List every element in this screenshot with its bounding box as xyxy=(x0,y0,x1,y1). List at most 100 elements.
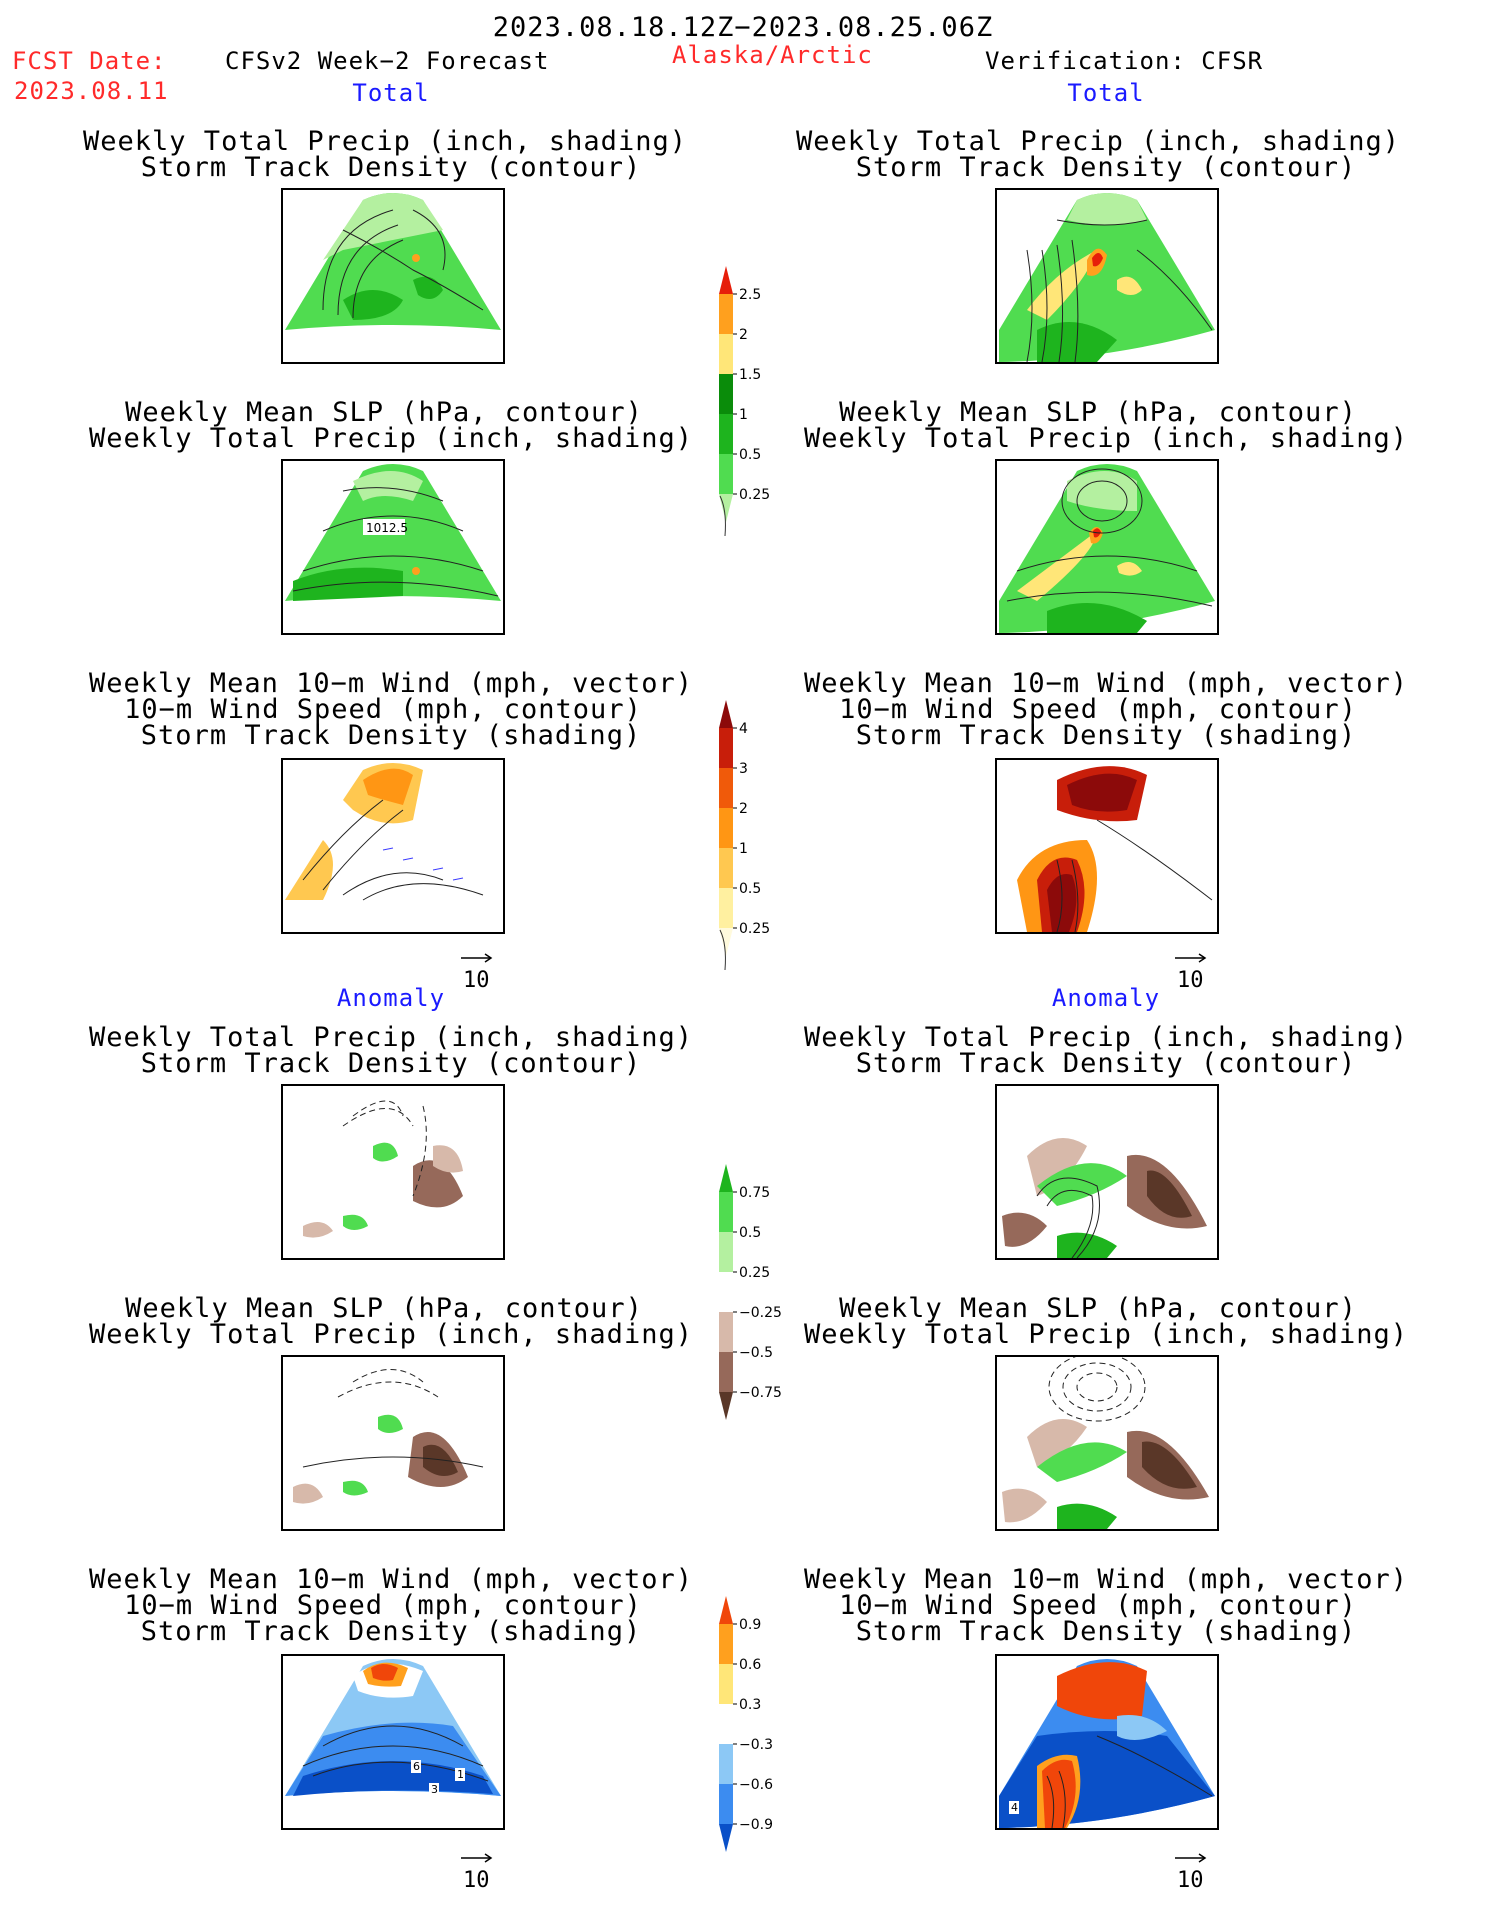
section-anomaly-right: Anomaly xyxy=(1051,984,1161,1012)
model-label: CFSv2 Week−2 Forecast xyxy=(225,47,550,75)
colorbar-tail-line xyxy=(719,929,726,971)
region-label: Alaska/Arctic xyxy=(672,41,873,69)
title-l3-a: Weekly Mean 10−m Wind (mph, vector) xyxy=(89,668,693,699)
colorbar-precip-anomaly: −0.75 −0.5 −0.25 0.25 0.5 0.75 xyxy=(715,1164,805,1454)
section-total-left: Total xyxy=(352,79,430,107)
colorbar-tick-label: 0.75 xyxy=(739,1185,770,1201)
colorbar-tick-label: 1.5 xyxy=(739,367,761,383)
colorbar-tick-label: 0.25 xyxy=(739,487,770,503)
svg-text:1: 1 xyxy=(457,1768,464,1781)
map-wind-storm-anomaly-verification: 4 xyxy=(995,1654,1219,1830)
title-l4-a: Weekly Total Precip (inch, shading) xyxy=(89,1022,693,1053)
arrow-right-icon xyxy=(1175,1853,1207,1863)
colorbar-segment xyxy=(719,808,733,848)
title-r4-a: Weekly Total Precip (inch, shading) xyxy=(804,1022,1408,1053)
colorbar-tick-label: 0.25 xyxy=(739,921,770,937)
fcst-date-value: 2023.08.11 xyxy=(14,77,169,105)
map-wind-storm-anomaly-forecast: 6 1 3 xyxy=(281,1654,505,1830)
colorbar-segment xyxy=(719,1312,733,1352)
colorbar-segment xyxy=(719,1784,733,1824)
slp-contour-label: 1012.5 xyxy=(366,521,408,535)
colorbar-tick-label: −0.6 xyxy=(739,1777,773,1793)
map-precip-storm-verification xyxy=(995,188,1219,364)
map-wind-storm-verification xyxy=(995,758,1219,934)
title-r2-a: Weekly Mean SLP (hPa, contour) xyxy=(839,397,1357,428)
title-r1-a: Weekly Total Precip (inch, shading) xyxy=(796,126,1400,157)
map-slp-precip-verification xyxy=(995,459,1219,635)
colorbar-top-triangle xyxy=(719,266,733,294)
colorbar-tick-label: 0.5 xyxy=(739,881,761,897)
colorbar-segment xyxy=(719,848,733,888)
colorbar-storm-anomaly: −0.9 −0.6 −0.3 0.3 0.6 0.9 xyxy=(715,1596,805,1886)
title-r5-a: Weekly Mean SLP (hPa, contour) xyxy=(839,1293,1357,1324)
section-total-right: Total xyxy=(1067,79,1145,107)
title-r6-b: 10−m Wind Speed (mph, contour) xyxy=(839,1590,1357,1621)
verification-label: Verification: CFSR xyxy=(985,47,1264,75)
title-r4-b: Storm Track Density (contour) xyxy=(855,1048,1357,1079)
colorbar-tick-label: 0.25 xyxy=(739,1265,770,1281)
title-l5-a: Weekly Mean SLP (hPa, contour) xyxy=(125,1293,643,1324)
colorbar-tick-label: 1 xyxy=(739,407,748,423)
title-r6-c: Storm Track Density (shading) xyxy=(855,1616,1357,1647)
colorbar-segment xyxy=(719,1272,733,1312)
title-r3-a: Weekly Mean 10−m Wind (mph, vector) xyxy=(804,668,1408,699)
colorbar-precip-total: 0.25 0.5 1 1.5 2 2.5 xyxy=(715,266,805,556)
title-r3-b: 10−m Wind Speed (mph, contour) xyxy=(839,694,1357,725)
map-precip-storm-anomaly-verification xyxy=(995,1084,1219,1260)
title-l2-b: Weekly Total Precip (inch, shading) xyxy=(89,423,693,454)
colorbar-tick-label: −0.5 xyxy=(739,1345,773,1361)
colorbar-segment xyxy=(719,454,733,494)
svg-text:3: 3 xyxy=(431,1783,438,1796)
colorbar-storm-total: 0.25 0.5 1 2 3 4 xyxy=(715,700,805,990)
colorbar-segment xyxy=(719,294,733,334)
colorbar-tick-label: −0.9 xyxy=(739,1817,773,1833)
map-precip-storm-forecast xyxy=(281,188,505,364)
colorbar-segment xyxy=(719,1624,733,1664)
colorbar-tick-label: 2.5 xyxy=(739,287,761,303)
map-slp-precip-forecast: 1012.5 xyxy=(281,459,505,635)
colorbar-top-triangle xyxy=(719,700,733,728)
colorbar-tick-label: −0.75 xyxy=(739,1385,782,1401)
colorbar-tick-label: −0.25 xyxy=(739,1305,782,1321)
title-r3-c: Storm Track Density (shading) xyxy=(855,720,1357,751)
title-r5-b: Weekly Total Precip (inch, shading) xyxy=(804,1319,1408,1350)
colorbar-segment xyxy=(719,334,733,374)
title-r1-b: Storm Track Density (contour) xyxy=(855,152,1357,183)
title-l4-b: Storm Track Density (contour) xyxy=(140,1048,642,1079)
map-wind-storm-forecast xyxy=(281,758,505,934)
colorbar-tick-label: 2 xyxy=(739,801,748,817)
svg-text:4: 4 xyxy=(1011,1801,1018,1814)
title-l3-c: Storm Track Density (shading) xyxy=(140,720,642,751)
colorbar-tail-line xyxy=(719,495,726,537)
title-l3-b: 10−m Wind Speed (mph, contour) xyxy=(124,694,642,725)
title-r2-b: Weekly Total Precip (inch, shading) xyxy=(804,423,1408,454)
arrow-right-icon xyxy=(461,1853,493,1863)
colorbar-segment xyxy=(719,374,733,414)
colorbar-segment xyxy=(719,1232,733,1272)
colorbar-tick-label: 0.6 xyxy=(739,1657,761,1673)
title-r6-a: Weekly Mean 10−m Wind (mph, vector) xyxy=(804,1564,1408,1595)
colorbar-top-triangle xyxy=(719,1164,733,1192)
title-l5-b: Weekly Total Precip (inch, shading) xyxy=(89,1319,693,1350)
arrow-right-icon xyxy=(1175,953,1207,963)
title-l6-a: Weekly Mean 10−m Wind (mph, vector) xyxy=(89,1564,693,1595)
title-l2-a: Weekly Mean SLP (hPa, contour) xyxy=(125,397,643,428)
colorbar-segment xyxy=(719,414,733,454)
colorbar-tick-label: 0.5 xyxy=(739,1225,761,1241)
title-l1-a: Weekly Total Precip (inch, shading) xyxy=(83,126,687,157)
colorbar-segment xyxy=(719,1352,733,1392)
colorbar-tick-label: 2 xyxy=(739,327,748,343)
svg-text:6: 6 xyxy=(413,1760,420,1773)
title-l1-b: Storm Track Density (contour) xyxy=(140,152,642,183)
colorbar-tick-label: 0.3 xyxy=(739,1697,761,1713)
colorbar-segment xyxy=(719,1664,733,1704)
map-slp-precip-anomaly-verification xyxy=(995,1355,1219,1531)
colorbar-segment xyxy=(719,888,733,928)
colorbar-bottom-triangle xyxy=(719,1824,733,1852)
colorbar-tick-label: 0.9 xyxy=(739,1617,761,1633)
colorbar-tick-label: 3 xyxy=(739,761,748,777)
colorbar-top-triangle xyxy=(719,1596,733,1624)
colorbar-segment xyxy=(719,768,733,808)
colorbar-tick-label: 1 xyxy=(739,841,748,857)
colorbar-tick-label: 0.5 xyxy=(739,447,761,463)
